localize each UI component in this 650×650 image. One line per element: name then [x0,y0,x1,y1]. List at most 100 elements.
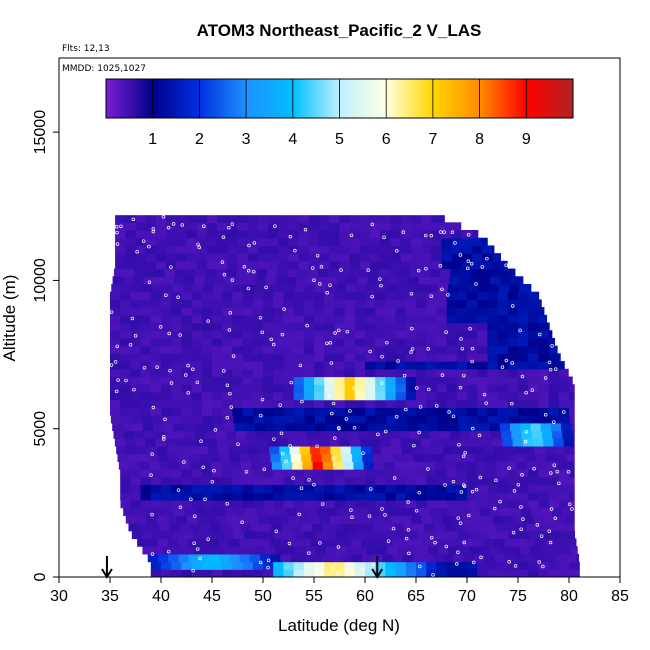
sample-dot [132,387,136,392]
heatmap-cell [548,492,560,501]
heatmap-cell [441,438,453,447]
sample-dot [325,341,329,346]
heatmap-cell [140,291,152,301]
heatmap-cell [188,453,200,462]
sample-dot [412,443,416,448]
heatmap-cell [518,353,529,362]
heatmap-cell [451,260,463,270]
heatmap-cell [538,361,550,370]
heatmap-cell [416,322,427,331]
heatmap-cell [303,322,315,331]
sample-dot [182,460,186,464]
colorbar-tick-label: 3 [242,131,251,148]
heatmap-cell [538,391,550,401]
heatmap-cell [120,407,131,416]
sample-dot [307,478,311,482]
heatmap-cell [507,345,519,354]
heatmap-cell [482,438,493,447]
heatmap-cell [418,422,429,432]
heatmap-cell [400,245,412,254]
heatmap-cell [405,322,417,331]
heatmap-cell [196,237,208,247]
heatmap-cell [487,476,499,486]
heatmap-cell [365,299,376,308]
heatmap-cell [347,507,359,516]
heatmap-cell [110,307,121,316]
heatmap-cell [417,530,429,540]
heatmap-cell [115,260,126,270]
heatmap-cell [157,538,169,547]
heatmap-cell [558,569,570,577]
heatmap-cell [191,391,203,401]
heatmap-cell [220,461,232,470]
heatmap-cell [365,499,377,509]
heatmap-cell [314,299,325,308]
heatmap-cell [264,530,276,540]
heatmap-cell [288,237,300,247]
heatmap-cell [365,368,376,378]
heatmap-cell [278,237,290,247]
sample-dot [380,381,384,385]
sample-dot [352,386,356,390]
heatmap-cell [497,345,509,354]
heatmap-cell [202,415,214,424]
heatmap-cell [310,538,322,547]
heatmap-cell [484,553,496,563]
heatmap-cell [365,569,376,577]
heatmap-cell [518,345,529,354]
heatmap-cell [312,461,324,470]
heatmap-cell [192,415,204,424]
heatmap-cell [554,515,566,524]
heatmap-cell [421,222,432,231]
heatmap-cell [349,438,361,447]
heatmap-cell [380,245,392,254]
heatmap-cell [426,299,437,308]
heatmap-cell [405,337,417,347]
heatmap-cell [171,399,182,408]
heatmap-cell [514,553,526,563]
sample-dot [266,558,271,563]
heatmap-cell [140,345,152,354]
heatmap-cell [416,561,427,570]
heatmap-cell [382,553,394,563]
heatmap-cell [115,245,126,254]
sample-dot [271,342,276,347]
heatmap-cell [493,445,505,455]
heatmap-cell [556,523,568,532]
heatmap-cell [349,245,361,254]
heatmap-cell [351,553,363,563]
heatmap-cell [130,291,142,301]
heatmap-cell [268,215,279,223]
heatmap-cell [548,407,560,416]
x-tick-label: 80 [560,588,578,605]
heatmap-cell [316,507,328,516]
heatmap-cell [235,430,247,439]
heatmap-cell [354,291,366,301]
heatmap-cell [545,553,557,563]
heatmap-cell [538,353,550,362]
heatmap-cell [196,230,208,239]
heatmap-cell [477,376,488,385]
heatmap-cell [176,260,188,270]
heatmap-cell [204,507,216,516]
heatmap-cell [528,330,539,339]
heatmap-cell [426,384,437,393]
heatmap-cell [252,399,264,408]
heatmap-cell [238,445,250,455]
heatmap-cell [346,530,357,540]
heatmap-cell [242,499,254,509]
sample-dot [147,244,151,249]
sample-dot [328,283,332,287]
heatmap-cell [161,314,172,324]
heatmap-cell [354,353,366,362]
heatmap-cell [142,530,153,540]
x-tick-label: 55 [305,588,323,605]
sample-dot [310,266,315,270]
y-tick-label: 0 [32,572,49,581]
sample-dot [510,401,514,406]
heatmap-cell [161,291,172,301]
heatmap-cell [242,314,254,324]
heatmap-cell [548,499,560,509]
heatmap-cell [538,407,550,416]
heatmap-cell [283,399,295,408]
